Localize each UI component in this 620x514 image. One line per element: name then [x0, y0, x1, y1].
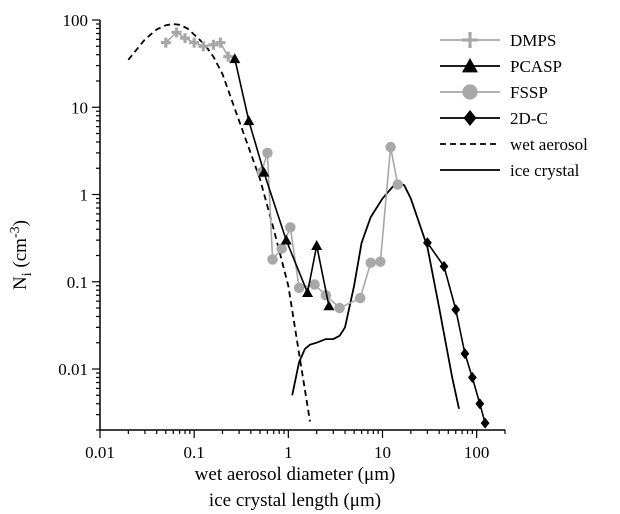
series-fssp-point — [385, 141, 396, 153]
x-axis-label-line2: ice crystal length (μm) — [209, 490, 381, 511]
series-dmps — [160, 27, 234, 62]
series-fssp-point — [392, 179, 403, 190]
series-pcasp-point — [243, 115, 255, 126]
series-fssp-point — [293, 282, 305, 294]
y-axis-label-unit-sup: -3 — [8, 226, 23, 238]
series-pcasp-point — [311, 240, 323, 250]
legend-item-pcasp: PCASP — [440, 57, 562, 76]
legend-marker-pcasp-point — [462, 58, 478, 73]
x-axis-ticks: 0.01 0.1 1 10 100 — [85, 430, 506, 462]
series-pcasp-point — [323, 300, 335, 311]
series-group — [127, 23, 490, 429]
series-dmps-point — [215, 37, 226, 48]
series-fssp — [256, 141, 403, 314]
series-2d-c-point — [460, 348, 470, 360]
y-tick-label: 10 — [71, 98, 88, 117]
series-2d-c — [423, 237, 490, 429]
series-dmps-point — [198, 41, 209, 52]
series-2d-c-point — [480, 417, 490, 429]
legend-label-ice-crystal: ice crystal — [510, 161, 580, 180]
legend-item-2d-c: 2D-C — [440, 109, 548, 128]
series-2d-c-point — [423, 237, 432, 249]
legend-label-2d-c: 2D-C — [510, 109, 548, 128]
series-pcasp — [229, 53, 335, 311]
y-axis-label-unit-open: (cm — [10, 238, 31, 273]
series-fssp-point — [365, 257, 376, 269]
axes — [99, 20, 505, 431]
series-pcasp-point — [302, 287, 314, 298]
series-ice-crystal — [291, 182, 460, 409]
y-tick-label: 0.1 — [67, 273, 88, 292]
y-axis-label-sub: i — [20, 272, 35, 276]
series-pcasp-point — [258, 166, 270, 177]
x-tick-label: 1 — [284, 443, 293, 462]
series-dmps-point — [223, 51, 234, 62]
series-dmps-point — [189, 37, 200, 48]
x-tick-label: 0.1 — [184, 443, 205, 462]
series-fssp-point — [276, 243, 287, 254]
legend-marker-2d-c-point — [463, 110, 477, 126]
series-pcasp-line — [234, 58, 330, 306]
series-2d-c-point — [475, 398, 485, 410]
legend-marker-dmps-point — [462, 32, 478, 48]
legend: DMPS PCASP FSSP 2D-C wet aerosol ice crystal — [440, 31, 588, 180]
series-pcasp-point — [229, 53, 241, 64]
x-tick-label: 100 — [464, 443, 490, 462]
y-tick-label: 1 — [80, 186, 89, 205]
legend-label-wet-aerosol: wet aerosol — [510, 135, 588, 154]
x-axis-label-line1: wet aerosol diameter (μm) — [195, 464, 396, 485]
y-axis-label: Ni (cm-3) — [8, 220, 35, 290]
legend-marker-fssp-point — [462, 84, 478, 100]
series-fssp-point — [320, 290, 332, 301]
y-tick-label: 100 — [63, 11, 89, 30]
series-wet-aerosol — [127, 23, 311, 422]
series-fssp-point — [334, 302, 345, 314]
series-2d-c-point — [439, 260, 449, 272]
y-tick-label: 0.01 — [58, 360, 88, 379]
series-fssp-point — [354, 292, 366, 304]
series-fssp-point — [262, 147, 273, 159]
legend-item-dmps: DMPS — [440, 31, 556, 50]
series-dmps-point — [160, 37, 171, 48]
legend-label-fssp: FSSP — [510, 83, 548, 102]
series-fssp-point — [285, 222, 296, 233]
legend-item-ice-crystal: ice crystal — [440, 161, 580, 180]
y-axis-label-base: N — [10, 276, 31, 290]
series-pcasp-point — [280, 234, 292, 245]
legend-item-wet-aerosol: wet aerosol — [440, 135, 588, 154]
legend-label-dmps: DMPS — [510, 31, 556, 50]
x-tick-label: 10 — [374, 443, 391, 462]
y-axis-label-unit-close: ) — [10, 220, 31, 226]
legend-item-fssp: FSSP — [440, 83, 548, 102]
series-dmps-point — [208, 39, 219, 50]
series-fssp-point — [267, 254, 278, 265]
series-fssp-point — [309, 279, 320, 290]
x-tick-label: 0.01 — [85, 443, 115, 462]
series-dmps-point — [180, 33, 191, 44]
legend-label-pcasp: PCASP — [510, 57, 562, 76]
series-2d-c-point — [451, 304, 461, 316]
series-2d-c-point — [467, 371, 477, 383]
series-fssp-point — [375, 256, 386, 267]
y-axis-ticks: 0.01 0.1 1 10 100 — [58, 11, 100, 431]
series-dmps-point — [171, 27, 182, 38]
series-wet-aerosol-line — [127, 23, 311, 422]
series-ice-crystal-line — [291, 182, 460, 409]
